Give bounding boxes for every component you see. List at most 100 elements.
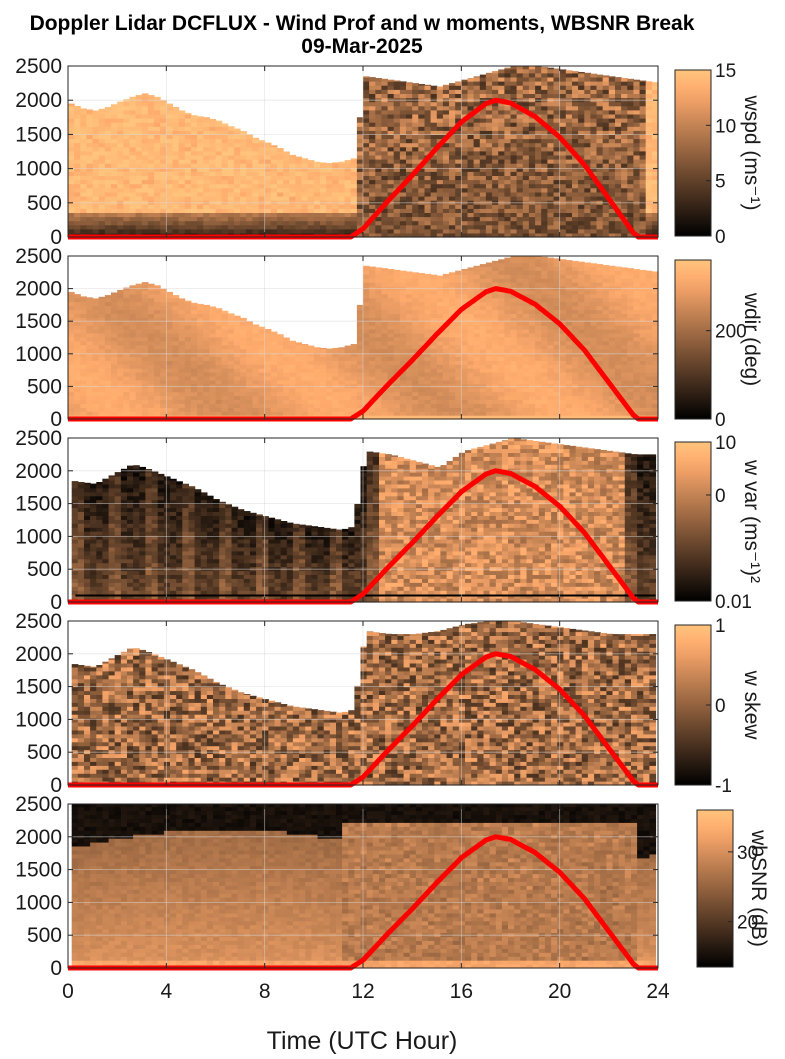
- heatmap-cell: [184, 379, 192, 385]
- heatmap-cell: [227, 387, 235, 393]
- heatmap-cell: [485, 228, 493, 234]
- heatmap-cell: [277, 148, 284, 152]
- heatmap-cell: [307, 360, 315, 365]
- heatmap-cell: [399, 313, 407, 318]
- heatmap-cell: [559, 175, 567, 181]
- heatmap-cell: [147, 105, 155, 111]
- heatmap-cell: [528, 146, 536, 152]
- heatmap-cell: [117, 297, 124, 303]
- heatmap-cell: [436, 171, 444, 176]
- heatmap-cell: [418, 364, 425, 369]
- heatmap-cell: [369, 289, 376, 295]
- heatmap-cell: [412, 376, 419, 381]
- heatmap-cell: [111, 122, 118, 127]
- heatmap-cell: [363, 395, 370, 400]
- heatmap-cell: [117, 130, 124, 135]
- heatmap-cell: [375, 146, 382, 152]
- heatmap-cell: [190, 175, 198, 181]
- heatmap-cell: [492, 89, 499, 94]
- heatmap-cell: [326, 220, 333, 226]
- heatmap-cell: [246, 352, 253, 357]
- heatmap-cell: [651, 93, 659, 99]
- heatmap-cell: [252, 364, 260, 369]
- heatmap-cell: [301, 411, 309, 416]
- heatmap-cell: [135, 379, 143, 385]
- heatmap-cell: [258, 348, 266, 354]
- heatmap-cell: [406, 313, 413, 318]
- heatmap-cell: [215, 309, 223, 314]
- heatmap-cell: [166, 325, 173, 330]
- heatmap-cell: [166, 187, 173, 193]
- heatmap-cell: [74, 294, 81, 299]
- heatmap-cell: [375, 403, 382, 408]
- heatmap-cell: [332, 379, 339, 385]
- heatmap-cell: [154, 360, 161, 365]
- heatmap-cell: [141, 289, 149, 295]
- heatmap-cell: [277, 364, 284, 369]
- heatmap-cell: [307, 171, 315, 176]
- heatmap-cell: [98, 403, 106, 408]
- heatmap-cell: [190, 212, 198, 218]
- heatmap-cell: [80, 150, 87, 156]
- heatmap-cell: [418, 187, 425, 193]
- heatmap-cell: [479, 122, 487, 127]
- heatmap-cell: [559, 228, 567, 234]
- heatmap-cell: [332, 391, 339, 397]
- heatmap-cell: [412, 297, 419, 303]
- heatmap-cell: [387, 340, 395, 346]
- heatmap-cell: [406, 89, 413, 94]
- heatmap-cell: [264, 167, 272, 172]
- heatmap-cell: [442, 232, 450, 238]
- heatmap-cell: [264, 191, 272, 197]
- heatmap-cell: [246, 150, 253, 156]
- heatmap-cell: [633, 212, 641, 218]
- heatmap-cell: [233, 196, 241, 201]
- heatmap-cell: [608, 175, 616, 181]
- heatmap-cell: [68, 332, 75, 338]
- heatmap-cell: [485, 232, 493, 238]
- heatmap-cell: [344, 360, 352, 365]
- heatmap-cell: [184, 301, 192, 307]
- heatmap-cell: [190, 325, 198, 330]
- heatmap-cell: [227, 379, 235, 385]
- heatmap-cell: [406, 352, 413, 357]
- heatmap-cell: [381, 344, 389, 350]
- heatmap-cell: [197, 134, 204, 140]
- heatmap-cell: [412, 204, 419, 209]
- colorbar-tick-label: 15: [715, 61, 736, 82]
- heatmap-cell: [615, 81, 622, 86]
- heatmap-cell: [651, 212, 659, 218]
- heatmap-cell: [129, 196, 137, 201]
- heatmap-cell: [565, 224, 573, 230]
- heatmap-cell: [270, 391, 278, 397]
- heatmap-cell: [129, 336, 137, 342]
- heatmap-cell: [528, 167, 536, 172]
- heatmap-cell: [104, 109, 112, 115]
- heatmap-cell: [424, 122, 432, 127]
- heatmap-cell: [406, 187, 413, 193]
- heatmap-cell: [117, 305, 124, 311]
- heatmap-cell: [344, 348, 352, 354]
- heatmap-cell: [381, 391, 389, 397]
- heatmap-cell: [541, 85, 548, 90]
- heatmap-cell: [141, 224, 149, 230]
- heatmap-cell: [350, 352, 358, 357]
- heatmap-cell: [578, 142, 585, 148]
- heatmap-cell: [74, 150, 81, 156]
- heatmap-cell: [387, 187, 395, 193]
- heatmap-cell: [190, 387, 198, 393]
- heatmap-cell: [528, 232, 536, 238]
- heatmap-cell: [553, 142, 561, 148]
- heatmap-cell: [528, 150, 536, 156]
- heatmap-cell: [461, 196, 468, 201]
- heatmap-cell: [639, 85, 647, 90]
- heatmap-cell: [479, 113, 487, 119]
- heatmap-cell: [528, 154, 536, 160]
- heatmap-cell: [584, 224, 591, 230]
- heatmap-cell: [621, 142, 628, 148]
- heatmap-cell: [227, 348, 235, 354]
- heatmap-cell: [98, 146, 106, 152]
- heatmap-cell: [338, 364, 346, 369]
- heatmap-cell: [430, 183, 438, 189]
- heatmap-cell: [645, 154, 653, 160]
